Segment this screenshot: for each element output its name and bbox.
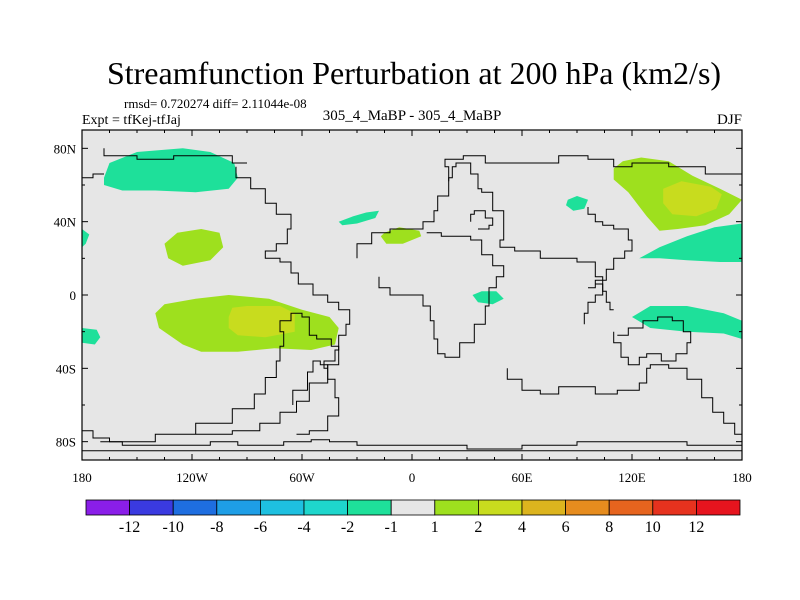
season-text: DJF	[717, 112, 742, 128]
colorbar-swatch	[390, 499, 436, 516]
y-tick-label: 40N	[54, 215, 77, 230]
coastline-1	[82, 430, 742, 450]
colorbar-swatch	[172, 499, 218, 516]
coastline-6	[356, 162, 614, 311]
contour-region-3	[82, 328, 101, 345]
colorbar-swatch	[347, 499, 392, 516]
x-tick-label: 60W	[289, 470, 315, 485]
colorbar-swatch	[565, 499, 610, 516]
colorbar-label: -1	[385, 519, 398, 536]
colorbar-swatch	[85, 499, 130, 516]
colorbar-label: 4	[518, 519, 526, 536]
colorbar-label: 1	[431, 519, 439, 536]
contour-region-4	[338, 210, 379, 226]
coastline-8	[444, 155, 742, 182]
colorbar-swatch	[696, 499, 741, 516]
colorbar-label: 2	[474, 519, 482, 536]
colorbar-label: -2	[341, 519, 354, 536]
coastline-13	[613, 316, 692, 366]
x-tick-label: 180	[72, 470, 92, 485]
y-tick-label: 80N	[54, 141, 77, 156]
x-tick-label: 180	[732, 470, 752, 485]
contour-region-13	[228, 306, 295, 338]
y-tick-label: 40S	[56, 361, 76, 376]
x-tick-label: 120E	[618, 470, 646, 485]
coastline-3	[100, 312, 340, 443]
contour-region-10	[380, 227, 422, 244]
y-tick-label: 80S	[56, 435, 76, 450]
coastline-14	[82, 173, 104, 182]
colorbar-label: 8	[605, 519, 613, 536]
colorbar-swatch	[608, 499, 654, 516]
colorbar-swatch	[216, 499, 261, 516]
coastline-5	[235, 166, 351, 369]
map-axes: 180 120W 60W 0 60E 120E 180 80N 40N 0 40S 80S	[54, 129, 752, 485]
contour-region-8	[632, 306, 742, 339]
colorbar-swatch	[259, 499, 305, 516]
colorbar-label: -12	[119, 519, 140, 536]
colorbar: -12 -10 -8 -6 -4 -2 -1 1 2 4 6 8 10 12	[85, 499, 741, 536]
contour-region-14	[663, 181, 722, 217]
coastline-4	[292, 360, 340, 435]
colorbar-label: -6	[254, 519, 267, 536]
colorbar-swatch	[521, 499, 566, 516]
x-tick-label: 120W	[176, 470, 209, 485]
colorbar-swatch	[303, 499, 348, 516]
coastline-9	[470, 210, 494, 230]
colorbar-swatch	[129, 499, 174, 516]
coastline-7	[378, 232, 505, 358]
y-tick-label: 0	[70, 288, 77, 303]
coastline-10	[587, 207, 633, 289]
colorbar-swatch	[477, 499, 523, 516]
contour-region-7	[639, 223, 742, 262]
experiment-text: Expt = tfKej-tfJaj	[82, 113, 181, 128]
x-tick-label: 60E	[512, 470, 533, 485]
chart-title: Streamfunction Perturbation at 200 hPa (…	[107, 55, 721, 91]
colorbar-label: -8	[210, 519, 223, 536]
colorbar-label: 6	[562, 519, 570, 536]
case-text: 305_4_MaBP - 305_4_MaBP	[323, 108, 502, 124]
stats-text: rmsd= 0.720274 diff= 2.11044e-08	[124, 96, 307, 111]
coastline-12	[506, 364, 742, 435]
coastline-15	[103, 148, 247, 164]
coastline-2	[82, 445, 742, 452]
map-plot-area	[82, 130, 742, 460]
colorbar-label: -10	[163, 519, 184, 536]
contour-region-5	[472, 291, 504, 305]
contour-region-2	[82, 229, 90, 248]
colorbar-label: 10	[645, 519, 661, 536]
coastline-11	[583, 283, 604, 325]
colorbar-label: 12	[688, 519, 704, 536]
contour-region-6	[566, 196, 588, 211]
contour-region-9	[164, 229, 224, 266]
x-tick-label: 0	[409, 470, 416, 485]
colorbar-label: -4	[297, 519, 310, 536]
colorbar-swatch	[652, 499, 697, 516]
colorbar-swatch	[434, 499, 479, 516]
